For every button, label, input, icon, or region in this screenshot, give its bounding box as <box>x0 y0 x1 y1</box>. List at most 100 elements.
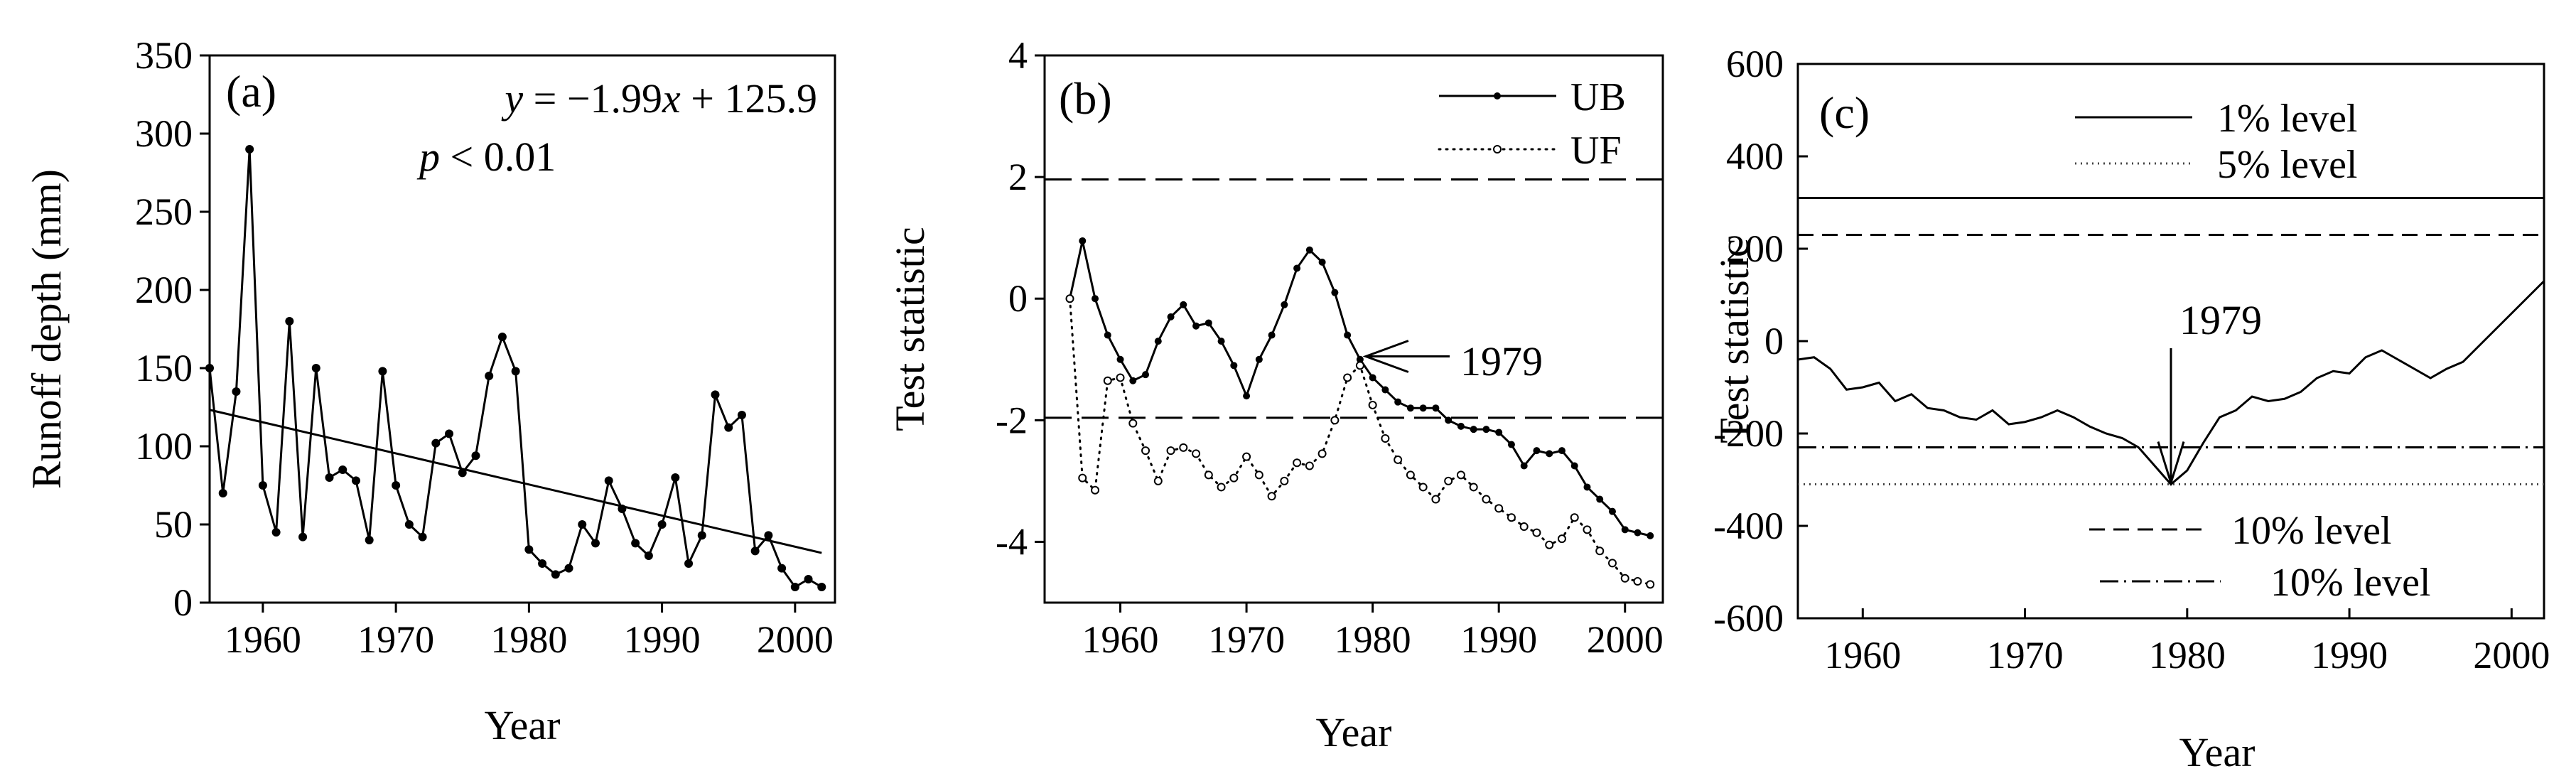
runoff-data-point <box>578 520 587 529</box>
runoff-data-point <box>790 583 799 591</box>
uf-data-point <box>1431 495 1440 504</box>
y-tick-label: 200 <box>1726 227 1784 270</box>
panel-a-runoff-depth: (a) y = −1.99x + 125.9 p < 0.01 Runoff d… <box>23 34 836 748</box>
y-tick-label: -600 <box>1713 597 1784 640</box>
uf-data-point <box>1494 504 1504 513</box>
legend-uf-marker <box>1493 145 1502 153</box>
y-tick-label: -4 <box>996 520 1028 563</box>
x-tick-label: 1970 <box>1987 634 2064 677</box>
runoff-data-point <box>551 570 560 579</box>
panel-c-y-axis-title: Test statistic <box>1711 239 1757 443</box>
ub-data-point <box>1104 331 1111 339</box>
ub-data-point <box>1243 392 1251 400</box>
runoff-data-point <box>564 564 573 573</box>
y-tick-label: -200 <box>1713 412 1784 455</box>
ub-data-point <box>1558 447 1565 455</box>
ub-data-point <box>1647 532 1654 539</box>
uf-data-point <box>1545 540 1554 549</box>
annotation-arrow-head <box>2157 441 2185 487</box>
runoff-data-point <box>604 476 613 485</box>
legend-ub-label: UB <box>1570 75 1626 119</box>
ub-data-point <box>1419 404 1427 412</box>
panel-b-legend: UB UF <box>1438 75 1626 173</box>
uf-data-point <box>1204 470 1213 480</box>
ub-data-point <box>1180 301 1187 308</box>
ub-data-point <box>1596 495 1604 503</box>
runoff-data-point <box>591 539 600 548</box>
runoff-data-point <box>671 473 680 482</box>
y-tick-label: 0 <box>173 581 193 624</box>
uf-data-point <box>1103 376 1112 385</box>
runoff-data-point <box>418 532 427 542</box>
uf-data-point <box>1128 419 1138 428</box>
runoff-data-point <box>431 438 441 448</box>
ub-data-point <box>1205 319 1212 327</box>
panel-b-annotation-1979: 1979 <box>1460 338 1543 384</box>
runoff-data-point <box>325 473 334 482</box>
y-tick-label: 50 <box>154 503 193 546</box>
panel-b-y-axis-title: Test statistic <box>887 227 933 431</box>
panel-a-ticks: 1960 1970 1980 1990 2000 0 50 100 150 200 250 300 35… <box>135 34 834 661</box>
panel-b-mann-kendall: (b) Test statistic Year UB UF 1979 1960 1… <box>887 34 1664 755</box>
uf-data-point <box>1116 373 1125 382</box>
ub-data-point <box>1230 362 1238 370</box>
uf-data-point <box>1267 492 1276 501</box>
x-tick-label: 1980 <box>1335 618 1411 661</box>
runoff-data-point <box>804 575 813 583</box>
uf-data-point <box>1179 443 1188 452</box>
uf-data-point <box>1229 473 1239 483</box>
ub-data-point <box>1331 289 1339 296</box>
uf-data-point <box>1381 434 1390 443</box>
runoff-data-point <box>471 451 480 460</box>
panel-a-y-axis-title: Runoff depth (mm) <box>23 169 70 489</box>
ub-data-point <box>1507 441 1515 448</box>
ub-data-point <box>1520 462 1528 470</box>
runoff-data-point <box>538 559 547 568</box>
ub-data-point <box>1192 322 1200 330</box>
uf-data-point <box>1192 449 1201 458</box>
panel-a-data <box>205 145 826 591</box>
panel-c-pettitt-test: (c) Test statistic Year 1% level 5% leve… <box>1711 43 2550 775</box>
uf-data-point <box>1570 513 1579 522</box>
ub-data-point <box>1482 426 1490 433</box>
ub-data-point <box>1268 331 1276 339</box>
runoff-data-point <box>232 387 241 396</box>
ub-data-point <box>1154 338 1162 345</box>
ub-data-point <box>1608 507 1616 515</box>
panel-b-plot-frame <box>1043 54 1664 604</box>
uf-data-point <box>1293 458 1302 468</box>
uf-data-point <box>1507 513 1516 522</box>
uf-data-point <box>1595 546 1605 556</box>
y-tick-label: 4 <box>1008 34 1028 77</box>
legend-1pct-label: 1% level <box>2217 97 2357 141</box>
ub-data-point <box>1495 429 1503 436</box>
runoff-data-point <box>485 372 494 380</box>
x-tick-label: 1980 <box>490 618 567 661</box>
ub-data-point <box>1369 374 1376 382</box>
legend-5pct-label: 5% level <box>2217 143 2357 187</box>
ub-data-point <box>1079 237 1087 244</box>
uf-data-point <box>1317 449 1327 458</box>
ub-data-point <box>1281 301 1288 308</box>
ub-data-point <box>1394 398 1402 406</box>
legend-10pct-dashed-label: 10% level <box>2231 509 2391 553</box>
legend-uf-label: UF <box>1570 129 1622 173</box>
panel-c-x-axis-title: Year <box>2179 729 2256 775</box>
runoff-data-point <box>445 429 454 438</box>
x-tick-label: 1990 <box>1460 618 1537 661</box>
x-tick-label: 1960 <box>1824 634 1901 677</box>
y-tick-label: 300 <box>135 112 193 155</box>
x-tick-label: 1960 <box>1082 618 1159 661</box>
runoff-data-point <box>817 583 826 591</box>
uf-data-point <box>1646 580 1655 589</box>
ub-data-point <box>1305 246 1313 254</box>
runoff-data-point <box>697 531 706 540</box>
runoff-data-point <box>497 333 507 341</box>
y-tick-label: 250 <box>135 190 193 233</box>
x-tick-label: 1970 <box>1208 618 1285 661</box>
panel-a-regression-equation: y = −1.99x + 125.9 <box>501 75 817 122</box>
runoff-data-point <box>245 145 254 153</box>
runoff-data-point <box>657 520 667 529</box>
runoff-data-point <box>271 528 281 537</box>
